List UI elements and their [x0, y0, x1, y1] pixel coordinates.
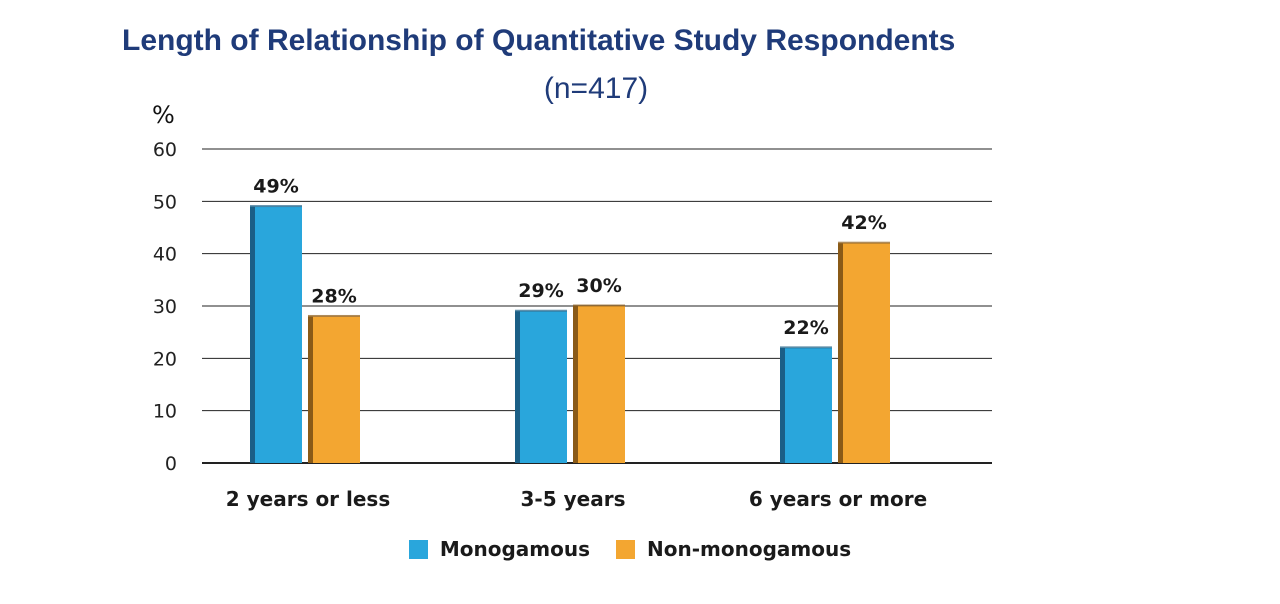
y-tick-label: 10	[153, 401, 177, 423]
y-tick-label: 30	[153, 296, 177, 318]
y-tick-label: 20	[153, 348, 177, 370]
chart-subtitle: (n=417)	[543, 72, 649, 105]
data-label: 29%	[518, 280, 563, 302]
bar-monogamous	[520, 311, 567, 463]
legend-swatch-monogamous	[408, 539, 428, 559]
y-tick-label: 50	[153, 191, 177, 213]
bar-top-monogamous	[250, 205, 302, 208]
bar-non-monogamous	[578, 306, 625, 463]
bar-top-monogamous	[515, 309, 567, 312]
data-label: 22%	[783, 317, 828, 339]
chart-title: Length of Relationship of Quantitative S…	[122, 24, 956, 57]
legend-label-monogamous: Monogamous	[439, 537, 591, 561]
bar-non-monogamous	[313, 316, 360, 463]
data-label: 42%	[841, 212, 886, 234]
legend-swatch-non-monogamous	[616, 539, 636, 559]
data-label: 30%	[576, 275, 621, 297]
bar-top-non-monogamous	[573, 304, 625, 307]
bar-monogamous	[255, 206, 302, 464]
bar-side-monogamous	[515, 311, 520, 463]
bar-side-non-monogamous	[573, 306, 578, 463]
data-label: 28%	[311, 285, 356, 307]
y-tick-label: 40	[153, 244, 177, 266]
bar-side-monogamous	[250, 206, 255, 464]
bar-non-monogamous	[843, 243, 890, 463]
bar-top-monogamous	[780, 346, 832, 349]
bar-side-monogamous	[780, 347, 785, 463]
bar-side-non-monogamous	[308, 316, 313, 463]
x-category-label: 6 years or more	[749, 487, 927, 511]
bar-top-non-monogamous	[838, 241, 890, 244]
legend: Monogamous Non-monogamous	[0, 537, 1260, 561]
legend-item-monogamous: Monogamous	[408, 537, 591, 561]
y-tick-label: 60	[153, 139, 177, 161]
legend-label-non-monogamous: Non-monogamous	[647, 537, 852, 561]
data-label: 49%	[253, 176, 298, 198]
y-tick-label: 0	[165, 453, 177, 475]
legend-item-non-monogamous: Non-monogamous	[616, 537, 851, 561]
x-category-label: 3-5 years	[521, 487, 626, 511]
bar-top-non-monogamous	[308, 314, 360, 317]
bar-monogamous	[785, 347, 832, 463]
y-axis-label: %	[152, 101, 175, 129]
bar-side-non-monogamous	[838, 243, 843, 463]
x-category-label: 2 years or less	[226, 487, 391, 511]
